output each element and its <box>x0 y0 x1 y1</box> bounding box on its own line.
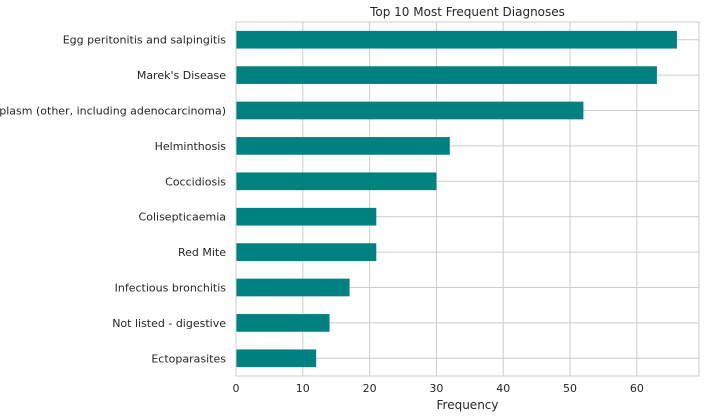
bar <box>236 349 317 368</box>
x-tick-label: 10 <box>296 382 310 395</box>
bars <box>236 30 677 368</box>
bar <box>236 278 350 297</box>
chart-title: Top 10 Most Frequent Diagnoses <box>369 5 565 19</box>
y-tick-label: Marek's Disease <box>137 69 226 82</box>
x-tick-labels: 0 10 20 30 40 50 60 <box>233 382 644 395</box>
bar <box>236 172 437 191</box>
plot-frame <box>235 21 700 377</box>
y-tick-label: Neoplasm (other, including adenocarcinom… <box>0 105 226 118</box>
x-tick-label: 20 <box>363 382 377 395</box>
bar <box>236 101 584 120</box>
y-tick-label: Ectoparasites <box>151 352 226 365</box>
y-tick-label: Red Mite <box>178 246 226 259</box>
bar <box>236 30 677 49</box>
y-tick-label: Not listed - digestive <box>112 317 226 330</box>
x-tick-label: 60 <box>630 382 644 395</box>
bar <box>236 207 377 226</box>
y-tick-label: Coccidiosis <box>165 175 226 188</box>
x-tick-label: 50 <box>563 382 577 395</box>
x-tick-label: 0 <box>233 382 240 395</box>
bar <box>236 314 330 332</box>
y-tick-label: Helminthosis <box>155 140 227 153</box>
bar <box>236 66 657 84</box>
x-tick-label: 40 <box>496 382 510 395</box>
y-tick-labels: Egg peritonitis and salpingitis Marek's D… <box>0 34 226 366</box>
y-tick-label: Infectious bronchitis <box>115 282 227 295</box>
y-tick-label: Egg peritonitis and salpingitis <box>63 34 227 47</box>
bar <box>236 243 377 261</box>
x-tick-label: 30 <box>429 382 443 395</box>
bar <box>236 137 450 155</box>
x-axis-label: Frequency <box>437 398 499 412</box>
y-tick-label: Colisepticaemia <box>139 211 226 224</box>
